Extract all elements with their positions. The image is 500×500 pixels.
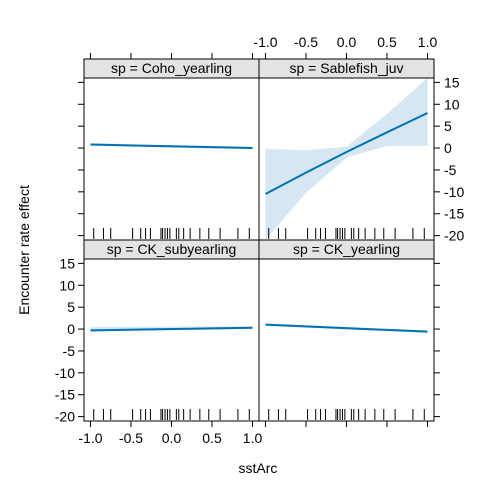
fit-line — [90, 326, 253, 332]
y-tick-label: 10 — [59, 277, 75, 293]
strip-label: sp = Coho_yearling — [111, 60, 232, 76]
y-tick-label: -15 — [55, 387, 75, 403]
confidence-band — [265, 78, 428, 240]
x-tick-label: 0.0 — [162, 430, 182, 446]
strip-label: sp = CK_yearling — [293, 241, 400, 257]
y-tick-label: 0 — [444, 140, 452, 156]
strip-label: sp = CK_subyearling — [107, 241, 237, 257]
x-tick-label: -0.5 — [119, 430, 143, 446]
fit-line — [265, 112, 428, 195]
x-tick-label: -0.5 — [294, 34, 318, 50]
x-tick-label: -1.0 — [78, 430, 102, 446]
y-tick-label: -15 — [444, 206, 464, 222]
x-tick-label: 0.0 — [337, 34, 357, 50]
y-tick-label: 15 — [59, 255, 75, 271]
fit-line — [90, 143, 253, 150]
y-tick-label: -10 — [444, 184, 464, 200]
x-axis-title: sstArc — [239, 460, 278, 476]
y-tick-label: -5 — [444, 162, 457, 178]
strip-label: sp = Sablefish_juv — [289, 60, 403, 76]
y-tick-label: 15 — [444, 74, 460, 90]
x-tick-label: -1.0 — [253, 34, 277, 50]
y-tick-label: 5 — [67, 299, 75, 315]
panel-2: sp = CK_subyearling — [83, 239, 260, 422]
axes-layer: -20 -20 -15 -15 -10 -10 -5 -5 0 0 5 5 10 10 15 15 -1.0 -1… — [55, 34, 465, 446]
y-tick-label: 0 — [67, 321, 75, 337]
x-tick-label: 1.0 — [418, 34, 438, 50]
panel-3: sp = CK_yearling — [258, 239, 435, 422]
y-tick-label: -10 — [55, 365, 75, 381]
y-axis-title: Encounter rate effect — [16, 185, 32, 315]
fit-line — [265, 323, 428, 333]
y-tick-label: -5 — [63, 343, 76, 359]
x-tick-label: 0.5 — [377, 34, 397, 50]
y-tick-label: 5 — [444, 118, 452, 134]
panel-border — [83, 58, 260, 241]
y-tick-label: -20 — [55, 409, 75, 425]
y-tick-label: 10 — [444, 96, 460, 112]
panel-1: sp = Sablefish_juv — [258, 58, 435, 241]
panel-0: sp = Coho_yearling — [83, 58, 260, 241]
y-tick-label: -20 — [444, 228, 464, 244]
x-tick-label: 0.5 — [202, 430, 222, 446]
x-tick-label: 1.0 — [243, 430, 263, 446]
